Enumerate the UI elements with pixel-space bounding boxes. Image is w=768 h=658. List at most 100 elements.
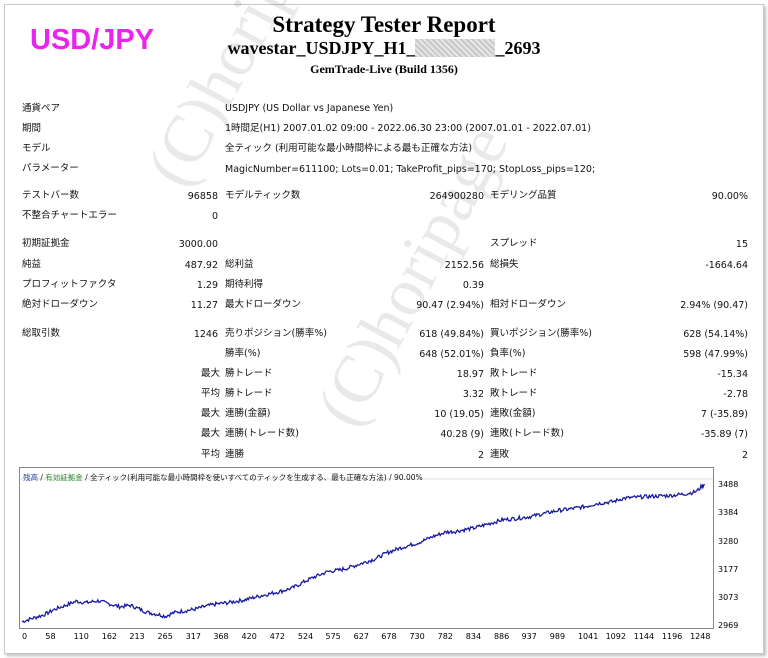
max-dd-label: 最大ドローダウン <box>225 299 302 310</box>
errors-value: 0 <box>211 211 218 222</box>
info-value-period: 1時間足(H1) 2007.01.02 09:00 - 2022.06.30 2… <box>225 123 591 134</box>
loss-rate-value: 598 (47.99%) <box>683 349 748 360</box>
x-tick-label: 368 <box>213 632 229 641</box>
rel-dd-value: 2.94% (90.47) <box>680 300 748 311</box>
avg-consec-loss-value: 2 <box>741 450 748 461</box>
bars-value: 96858 <box>187 191 218 202</box>
average-prefix-2: 平均 <box>201 449 221 460</box>
info-label-params: パラメーター <box>22 163 79 174</box>
legend-equity: 有効証拠金 <box>45 473 83 482</box>
redacted-block <box>415 39 496 57</box>
short-value: 618 (49.84%) <box>419 329 484 340</box>
spread-value: 15 <box>735 239 748 250</box>
y-tick-label: 3488 <box>718 480 739 490</box>
loss-rate-label: 負率(%) <box>490 348 526 359</box>
max-consec-loss-value: 7 (-35.89) <box>700 409 748 420</box>
legend-sep-1: / <box>38 473 46 482</box>
x-tick-label: 472 <box>269 632 285 641</box>
largest-win-value: 18.97 <box>456 369 484 380</box>
deposit-label: 初期証拠金 <box>22 238 70 249</box>
expected-value: 0.39 <box>462 280 484 291</box>
x-tick-label: 575 <box>325 632 341 641</box>
quality-label: モデリング品質 <box>490 190 557 201</box>
gross-profit-label: 総利益 <box>225 259 254 270</box>
legend-sep-2: / <box>82 473 91 482</box>
x-tick-label: 782 <box>437 632 453 641</box>
short-label: 売りポジション(勝率%) <box>225 328 327 339</box>
net-label: 純益 <box>22 259 42 270</box>
largest-win-label: 勝トレード <box>225 368 273 379</box>
gross-loss-value: -1664.64 <box>705 260 748 271</box>
x-tick-label: 834 <box>465 632 482 641</box>
y-tick-label: 3280 <box>718 536 739 546</box>
max-consec-win-label: 連勝(金額) <box>225 408 271 419</box>
x-tick-label: 110 <box>73 632 89 641</box>
gross-loss-label: 総損失 <box>490 259 519 270</box>
avg-consec-win-label: 連勝 <box>225 449 245 460</box>
largest-loss-label: 敗トレード <box>490 368 538 379</box>
x-tick-label: 678 <box>381 632 397 641</box>
info-value-params: MagicNumber=611100; Lots=0.01; TakeProfi… <box>225 164 596 175</box>
x-tick-label: 886 <box>493 632 510 641</box>
max-dd-value: 90.47 (2.94%) <box>416 300 484 311</box>
abs-dd-value: 11.27 <box>190 300 218 311</box>
max-consec-profit-value: 40.28 (9) <box>440 429 484 440</box>
legend-balance: 残高 <box>23 473 38 482</box>
max-consec-lossamt-value: -35.89 (7) <box>700 429 748 440</box>
x-tick-label: 937 <box>521 632 537 641</box>
quality-value: 90.00% <box>711 191 748 202</box>
x-tick-label: 1092 <box>605 632 626 641</box>
total-trades-label: 総取引数 <box>22 328 61 339</box>
gross-profit-value: 2152.56 <box>444 260 484 271</box>
x-tick-label: 58 <box>45 632 56 641</box>
info-value-pair: USDJPY (US Dollar vs Japanese Yen) <box>225 103 394 114</box>
max-consec-loss-label: 連敗(金額) <box>490 408 536 419</box>
avg-consec-loss-label: 連敗 <box>490 449 510 460</box>
largest-prefix-2: 最大 <box>201 408 221 419</box>
y-tick-label: 3177 <box>718 564 739 574</box>
legend-model: 全ティック(利用可能な最小時間枠を使いすべてのティックを生成する、最も正確な方法… <box>90 473 423 482</box>
x-tick-label: 989 <box>549 632 566 641</box>
balance-line <box>21 483 706 624</box>
pair-label: USD/JPY <box>30 24 155 56</box>
x-tick-label: 420 <box>241 632 257 641</box>
bars-label: テストバー数 <box>22 190 80 201</box>
info-value-model: 全ティック (利用可能な最小時間枠による最も正確な方法) <box>225 143 473 154</box>
expected-label: 期待利得 <box>225 279 264 290</box>
x-tick-label: 730 <box>409 632 425 641</box>
x-tick-label: 1196 <box>661 632 683 641</box>
report-title: Strategy Tester Report <box>272 12 496 37</box>
avg-win-label: 勝トレード <box>225 388 273 399</box>
y-tick-label: 2969 <box>718 621 739 630</box>
info-label-period: 期間 <box>22 123 42 134</box>
x-tick-label: 1248 <box>690 632 711 641</box>
balance-chart <box>19 467 714 629</box>
expert-name: wavestar_USDJPY_H1_ _2693 <box>0 38 768 59</box>
x-tick-label: 524 <box>297 632 314 641</box>
x-tick-label: 213 <box>129 632 145 641</box>
max-consec-lossamt-label: 連敗(トレード数) <box>490 428 564 439</box>
x-tick-label: 1144 <box>633 632 655 641</box>
max-consec-win-value: 10 (19.05) <box>434 409 484 420</box>
max-consec-profit-label: 連勝(トレード数) <box>225 428 299 439</box>
spread-label: スプレッド <box>490 238 538 249</box>
largest-prefix-1: 最大 <box>201 368 221 379</box>
pf-label: プロフィットファクタ <box>22 279 117 290</box>
info-label-pair: 通貨ペア <box>22 103 61 114</box>
long-label: 買いポジション(勝率%) <box>490 328 592 339</box>
expert-name-prefix: wavestar_USDJPY_H1_ <box>227 38 416 58</box>
x-tick-label: 265 <box>157 632 173 641</box>
pf-value: 1.29 <box>196 280 218 291</box>
x-tick-label: 1041 <box>577 632 599 641</box>
avg-consec-win-value: 2 <box>477 450 484 461</box>
chart-legend: 残高 / 有効証拠金 / 全ティック(利用可能な最小時間枠を使いすべてのティック… <box>23 472 423 483</box>
rel-dd-label: 相対ドローダウン <box>490 299 567 310</box>
x-tick-label: 627 <box>353 632 369 641</box>
win-rate-value: 648 (52.01%) <box>419 349 484 360</box>
ticks-label: モデルティック数 <box>225 190 301 201</box>
avg-loss-value: -2.78 <box>723 389 748 400</box>
avg-loss-label: 敗トレード <box>490 388 538 399</box>
abs-dd-label: 絶対ドローダウン <box>22 299 99 310</box>
x-tick-label: 0 <box>22 632 28 641</box>
expert-name-suffix: _2693 <box>495 38 541 58</box>
